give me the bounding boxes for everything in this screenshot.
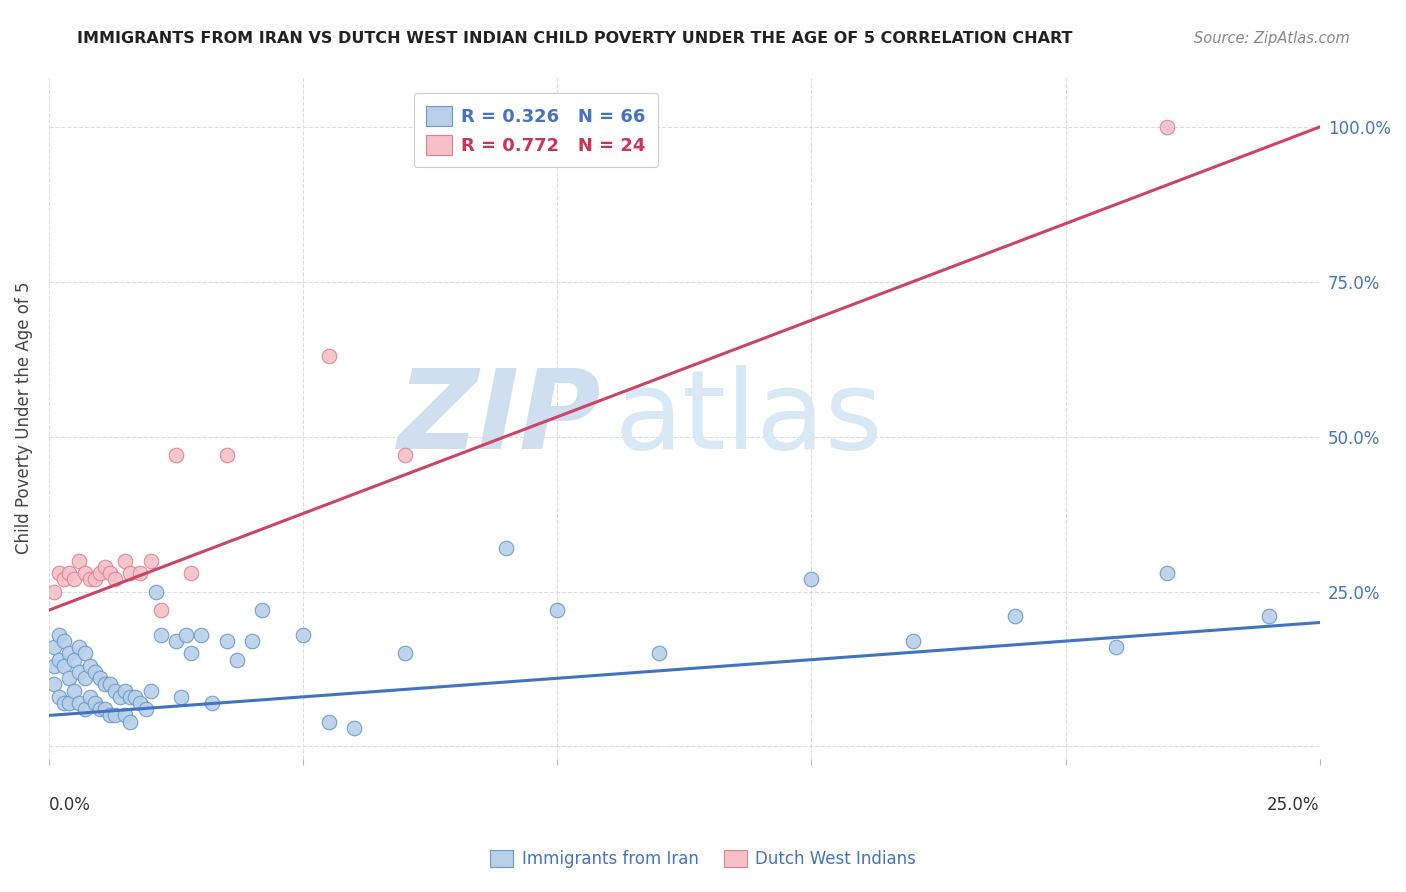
Point [1004,609,1026,624]
Point [139,553,162,567]
Point [108,690,131,704]
Point [98,708,121,723]
Legend: R = 0.326   N = 66, R = 0.772   N = 24: R = 0.326 N = 66, R = 0.772 N = 24 [413,94,658,168]
Point [48,653,70,667]
Point [83,696,105,710]
Text: atlas: atlas [614,365,883,472]
Point [58,696,80,710]
Point [83,572,105,586]
Point [318,349,340,363]
Point [104,572,127,586]
Point [546,603,568,617]
Point [318,714,340,729]
Point [104,683,127,698]
Point [1105,640,1128,655]
Point [58,647,80,661]
Point [73,647,96,661]
Text: Source: ZipAtlas.com: Source: ZipAtlas.com [1194,31,1350,46]
Point [139,683,162,698]
Point [42,658,65,673]
Point [94,702,117,716]
Point [901,634,924,648]
Point [89,702,111,716]
Point [73,566,96,580]
Point [120,714,142,729]
Point [83,665,105,679]
Point [120,690,142,704]
Y-axis label: Child Poverty Under the Age of 5: Child Poverty Under the Age of 5 [15,282,32,554]
Point [89,566,111,580]
Point [120,566,142,580]
Point [124,690,146,704]
Point [149,628,172,642]
Point [79,658,101,673]
Point [240,634,263,648]
Point [495,541,517,556]
Point [129,696,152,710]
Point [1156,120,1178,134]
Point [114,553,136,567]
Point [79,690,101,704]
Point [63,653,86,667]
Point [174,628,197,642]
Legend: Immigrants from Iran, Dutch West Indians: Immigrants from Iran, Dutch West Indians [484,843,922,875]
Point [53,658,76,673]
Point [53,696,76,710]
Point [201,696,224,710]
Point [69,640,91,655]
Point [89,671,111,685]
Point [79,572,101,586]
Point [53,572,76,586]
Point [98,677,121,691]
Point [215,448,238,462]
Point [1257,609,1279,624]
Point [63,572,86,586]
Point [180,647,202,661]
Point [94,559,117,574]
Point [800,572,823,586]
Point [135,702,157,716]
Point [165,448,187,462]
Point [215,634,238,648]
Point [190,628,212,642]
Point [69,665,91,679]
Point [149,603,172,617]
Point [165,634,187,648]
Point [98,566,121,580]
Point [114,708,136,723]
Point [114,683,136,698]
Point [42,584,65,599]
Point [145,584,167,599]
Text: IMMIGRANTS FROM IRAN VS DUTCH WEST INDIAN CHILD POVERTY UNDER THE AGE OF 5 CORRE: IMMIGRANTS FROM IRAN VS DUTCH WEST INDIA… [77,31,1073,46]
Point [648,647,671,661]
Point [226,653,249,667]
Point [104,708,127,723]
Point [1156,566,1178,580]
Point [63,683,86,698]
Point [252,603,274,617]
Point [48,566,70,580]
Point [58,671,80,685]
Point [394,448,416,462]
Point [69,696,91,710]
Point [73,671,96,685]
Point [42,640,65,655]
Point [48,690,70,704]
Point [42,677,65,691]
Point [394,647,416,661]
Point [129,566,152,580]
Text: ZIP: ZIP [398,365,602,472]
Point [48,628,70,642]
Text: 25.0%: 25.0% [1267,797,1320,814]
Point [69,553,91,567]
Point [180,566,202,580]
Point [94,677,117,691]
Point [170,690,193,704]
Point [292,628,315,642]
Point [58,566,80,580]
Point [73,702,96,716]
Text: 0.0%: 0.0% [49,797,91,814]
Point [53,634,76,648]
Point [343,721,366,735]
